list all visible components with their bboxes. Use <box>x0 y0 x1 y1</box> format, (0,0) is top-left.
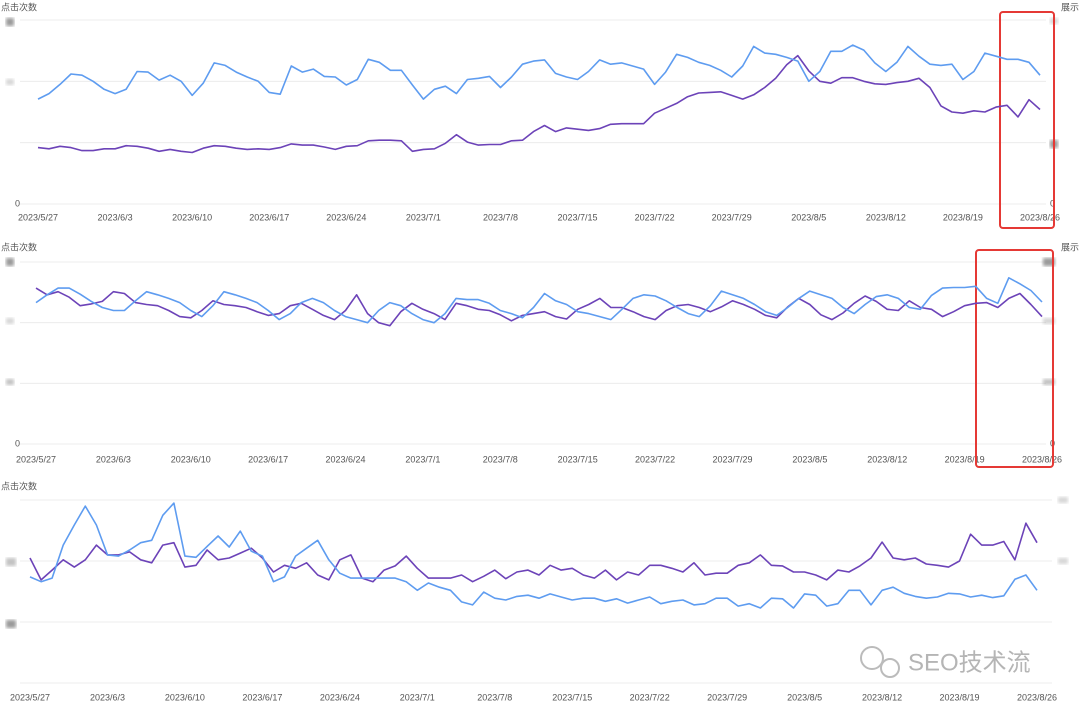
redacted <box>1043 379 1055 385</box>
x-tick-label: 2023/6/10 <box>171 454 211 464</box>
series-line <box>37 54 1041 154</box>
redacted <box>6 318 14 324</box>
x-tick-label: 2023/6/3 <box>98 212 133 222</box>
watermark-icon <box>860 646 884 670</box>
x-tick-label: 2023/7/1 <box>405 454 440 464</box>
x-tick-label: 2023/8/5 <box>792 454 827 464</box>
redacted <box>6 79 14 85</box>
x-tick-label: 2023/7/15 <box>558 454 598 464</box>
y-tick-label: 0 <box>15 198 20 208</box>
redacted <box>1043 318 1055 324</box>
redacted <box>6 620 16 628</box>
x-tick-label: 2023/8/26 <box>1020 212 1060 222</box>
x-tick-label: 2023/8/12 <box>866 212 906 222</box>
x-tick-label: 2023/8/19 <box>945 454 985 464</box>
x-tick-label: 2023/8/12 <box>862 692 902 702</box>
y-axis-label: 点击次数 <box>1 1 37 12</box>
x-tick-label: 2023/6/17 <box>248 454 288 464</box>
x-tick-label: 2023/8/5 <box>791 212 826 222</box>
x-tick-label: 2023/7/8 <box>477 692 512 702</box>
x-tick-label: 2023/6/17 <box>249 212 289 222</box>
series-line <box>35 277 1043 324</box>
y2-tick-label: 0 <box>1050 198 1055 208</box>
x-tick-label: 2023/8/19 <box>943 212 983 222</box>
series-line <box>29 502 1038 609</box>
redacted <box>6 558 16 566</box>
redacted <box>6 379 14 385</box>
series-line <box>35 287 1043 327</box>
x-tick-label: 2023/6/24 <box>326 454 366 464</box>
y-axis-label: 点击次数 <box>1 480 37 491</box>
redacted <box>1058 497 1068 503</box>
x-tick-label: 2023/6/10 <box>172 212 212 222</box>
x-tick-label: 2023/6/17 <box>242 692 282 702</box>
x-tick-label: 2023/5/27 <box>16 454 56 464</box>
x-tick-label: 2023/6/10 <box>165 692 205 702</box>
x-tick-label: 2023/6/3 <box>96 454 131 464</box>
x-tick-label: 2023/6/24 <box>320 692 360 702</box>
x-tick-label: 2023/8/19 <box>940 692 980 702</box>
x-tick-label: 2023/7/29 <box>707 692 747 702</box>
y-tick-label: 0 <box>15 438 20 448</box>
x-tick-label: 2023/5/27 <box>18 212 58 222</box>
x-tick-label: 2023/7/8 <box>483 454 518 464</box>
x-tick-label: 2023/7/15 <box>558 212 598 222</box>
x-tick-label: 2023/7/22 <box>630 692 670 702</box>
x-tick-label: 2023/7/15 <box>552 692 592 702</box>
y2-axis-label: 展示 <box>1061 2 1079 12</box>
x-tick-label: 2023/7/1 <box>406 212 441 222</box>
watermark: SEO技术流 <box>860 646 1031 678</box>
series-line <box>29 522 1038 583</box>
series-line <box>37 44 1041 100</box>
x-tick-label: 2023/7/22 <box>635 454 675 464</box>
x-tick-label: 2023/8/26 <box>1022 454 1062 464</box>
x-tick-label: 2023/8/5 <box>787 692 822 702</box>
x-tick-label: 2023/7/29 <box>712 454 752 464</box>
redacted <box>1058 558 1068 564</box>
highlight-box <box>975 249 1054 468</box>
y2-axis-label: 展示 <box>1061 242 1079 252</box>
x-tick-label: 2023/7/8 <box>483 212 518 222</box>
x-tick-label: 2023/7/22 <box>635 212 675 222</box>
x-tick-label: 2023/7/1 <box>400 692 435 702</box>
redacted <box>6 258 14 266</box>
watermark-text: SEO技术流 <box>908 649 1031 676</box>
y-axis-label: 点击次数 <box>1 241 37 252</box>
x-tick-label: 2023/7/29 <box>712 212 752 222</box>
x-tick-label: 2023/6/3 <box>90 692 125 702</box>
x-tick-label: 2023/6/24 <box>326 212 366 222</box>
highlight-box <box>999 11 1055 229</box>
x-tick-label: 2023/5/27 <box>10 692 50 702</box>
redacted <box>1043 258 1055 266</box>
x-tick-label: 2023/8/12 <box>867 454 907 464</box>
x-tick-label: 2023/8/26 <box>1017 692 1057 702</box>
redacted <box>6 18 14 26</box>
watermark-icon <box>880 658 900 678</box>
